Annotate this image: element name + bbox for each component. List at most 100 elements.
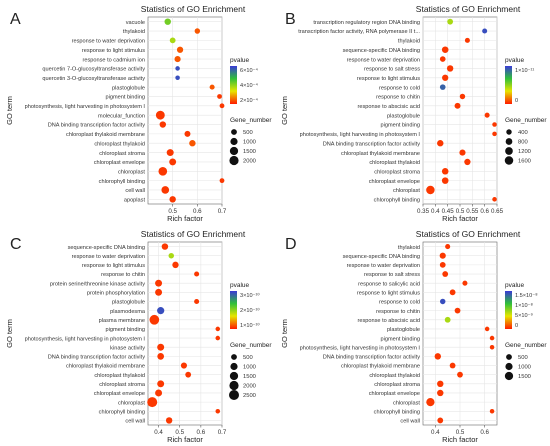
size-legend-label: 1000 [243, 140, 256, 146]
data-point [442, 74, 449, 81]
x-axis-label: Rich factor [167, 214, 203, 223]
size-legend-dot [230, 137, 238, 146]
data-point [194, 298, 200, 304]
x-tick-label: 0.5 [168, 208, 177, 215]
category-label: thylakoid [398, 39, 420, 45]
data-point [194, 271, 200, 277]
category-label: quercetin 7-O-glucosyltransferase activi… [42, 67, 145, 73]
data-point [161, 186, 170, 194]
category-label: chloroplast [118, 400, 145, 406]
size-legend-dot [504, 371, 514, 381]
data-point [489, 409, 495, 414]
data-point [426, 397, 435, 407]
category-label: kinase activity [110, 345, 145, 351]
color-legend-title: pvalue [230, 282, 250, 289]
category-label: response to cadmium ion [83, 57, 146, 63]
category-label: protein phosphorylation [87, 291, 145, 297]
category-label: chloroplast thylakoid [94, 373, 145, 379]
size-legend-title: Gene_number [230, 117, 272, 124]
category-label: response to cold [379, 300, 420, 306]
data-point [492, 131, 497, 137]
data-point [440, 298, 446, 305]
data-point [437, 140, 444, 147]
data-point [194, 28, 201, 34]
category-label: thylakoid [398, 245, 420, 251]
x-tick-label: 0.35 [417, 208, 430, 215]
category-label: sequence-specific DNA binding [343, 254, 420, 260]
color-legend-tick: 1×10⁻¹⁰ [240, 322, 260, 329]
x-tick-label: 0.7 [218, 208, 227, 215]
category-label: chlorophyll binding [99, 179, 145, 185]
size-legend-label: 2500 [243, 393, 256, 399]
color-legend-tick: 0 [515, 323, 518, 329]
color-legend-bar [230, 66, 237, 104]
category-label: chlorophyll binding [374, 409, 420, 415]
data-point [166, 149, 174, 157]
data-point [457, 371, 463, 378]
size-legend-label: 500 [243, 130, 253, 136]
category-label: chlorophyll binding [99, 409, 145, 415]
category-label: response to water deprivation [347, 263, 420, 269]
size-legend-title: Gene_number [505, 117, 547, 124]
x-tick-label: 0.6 [480, 208, 489, 215]
chart-title: Statistics of GO Enrichment [141, 4, 246, 14]
data-point [172, 261, 179, 269]
category-label: photosynthesis, light harvesting in phot… [300, 345, 421, 351]
category-label: response to chitin [376, 309, 420, 315]
category-label: cell wall [125, 188, 145, 194]
data-point [189, 140, 196, 147]
color-legend-bar [230, 291, 237, 329]
data-point [174, 56, 181, 63]
category-label: quercetin 3-O-glucosyltransferase activi… [42, 76, 145, 82]
y-axis-label: GO term [280, 96, 289, 125]
data-point [462, 280, 468, 286]
data-point [447, 18, 454, 25]
color-legend-bar [505, 66, 512, 104]
size-legend-dot [229, 146, 239, 156]
data-point [459, 149, 466, 156]
data-point [437, 389, 444, 397]
category-label: pigment binding [381, 123, 421, 129]
size-legend-label: 1200 [518, 149, 531, 155]
color-legend-tick: 1×10⁻¹¹ [515, 68, 534, 74]
data-point [489, 335, 495, 341]
category-label: transcription factor activity, RNA polym… [298, 29, 420, 35]
data-point [464, 158, 471, 166]
size-legend-label: 1500 [518, 374, 531, 380]
category-label: plasma membrane [99, 318, 145, 324]
category-label: plasmodesma [110, 309, 146, 315]
category-label: chloroplast thylakoid [369, 160, 420, 166]
category-label: molecular_function [98, 113, 145, 119]
data-point [439, 56, 446, 62]
category-label: chloroplast thylakoid membrane [341, 151, 420, 157]
size-legend-dot [506, 129, 512, 135]
category-label: response to salt stress [364, 67, 420, 73]
x-axis-label: Rich factor [442, 214, 478, 223]
category-label: response to chitin [101, 272, 145, 278]
size-legend-label: 1000 [518, 365, 531, 371]
data-point [155, 279, 163, 287]
data-point [219, 103, 225, 109]
size-legend-dot [505, 138, 513, 145]
data-point [169, 158, 177, 166]
x-tick-label: 0.7 [218, 429, 227, 436]
data-point [215, 409, 221, 414]
category-label: plastoglobule [112, 300, 145, 306]
data-point [157, 343, 165, 351]
category-label: cell wall [400, 419, 420, 425]
data-point [155, 389, 163, 397]
category-label: sequence-specific DNA binding [343, 48, 420, 54]
size-legend-label: 1000 [243, 365, 256, 371]
category-label: apoplast [124, 198, 146, 204]
category-label: pigment binding [381, 336, 421, 342]
data-point [165, 417, 173, 424]
category-label: plastoglobule [387, 113, 420, 119]
category-label: response to water deprivation [347, 57, 420, 63]
category-label: chlorophyll binding [374, 198, 420, 204]
panel-b: B Statistics of GO Enrichment transcriptio… [280, 4, 547, 223]
size-legend-dot [230, 362, 238, 371]
data-point [175, 75, 180, 81]
category-label: response to light stimulus [357, 76, 420, 82]
category-label: chloroplast envelope [369, 391, 420, 397]
